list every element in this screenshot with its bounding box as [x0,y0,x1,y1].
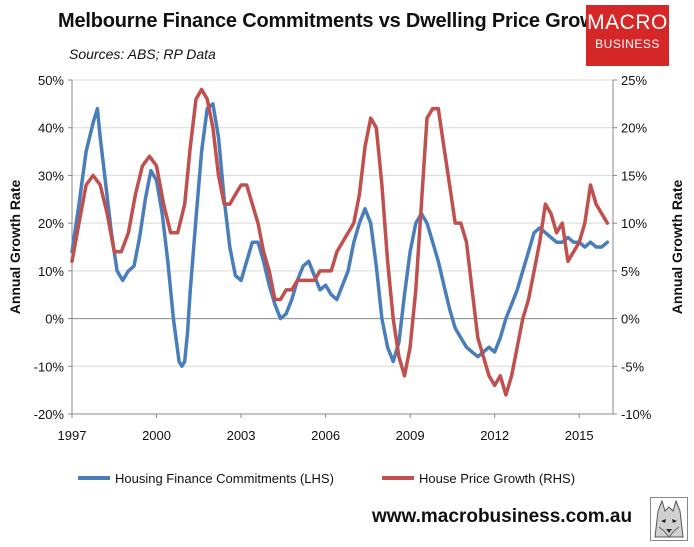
series-line-house-price-growth [70,87,610,397]
wolf-logo-icon [650,497,688,541]
x-tick-label: 1997 [58,428,87,443]
right-tick-label: -10% [621,407,652,422]
website-url[interactable]: www.macrobusiness.com.au [372,506,633,527]
left-tick-label: -10% [34,359,65,374]
legend-label: Housing Finance Commitments (LHS) [115,471,334,486]
right-tick-label: 0% [621,312,640,327]
x-tick-label: 2006 [311,428,340,443]
left-tick-label: 0% [45,312,64,327]
right-tick-label: 10% [621,216,647,231]
left-tick-label: 20% [38,216,64,231]
legend-label: House Price Growth (RHS) [419,471,575,486]
right-tick-label: -5% [621,359,645,374]
x-tick-label: 2009 [396,428,425,443]
left-axis-title: Annual Growth Rate [7,180,23,315]
logo-line1: MACRO [587,11,668,34]
x-tick-label: 2015 [565,428,594,443]
right-axis-title: Annual Growth Rate [669,180,685,315]
right-tick-label: 20% [621,121,647,136]
right-tick-label: 15% [621,168,647,183]
left-tick-label: 40% [38,121,64,136]
left-tick-label: -20% [34,407,65,422]
left-tick-label: 50% [38,73,64,88]
logo-line2: BUSINESS [595,37,660,51]
right-tick-label: 25% [621,73,647,88]
left-tick-label: 10% [38,264,64,279]
chart-source: Sources: ABS; RP Data [69,46,216,62]
left-tick-label: 30% [38,168,64,183]
chart-title: Melbourne Finance Commitments vs Dwellin… [58,10,614,32]
macrobusiness-logo: MACRO BUSINESS [586,5,669,66]
right-tick-label: 5% [621,264,640,279]
x-tick-label: 2012 [480,428,509,443]
series-line-finance-commitments [70,102,610,369]
x-tick-label: 2000 [142,428,171,443]
x-tick-label: 2003 [227,428,256,443]
